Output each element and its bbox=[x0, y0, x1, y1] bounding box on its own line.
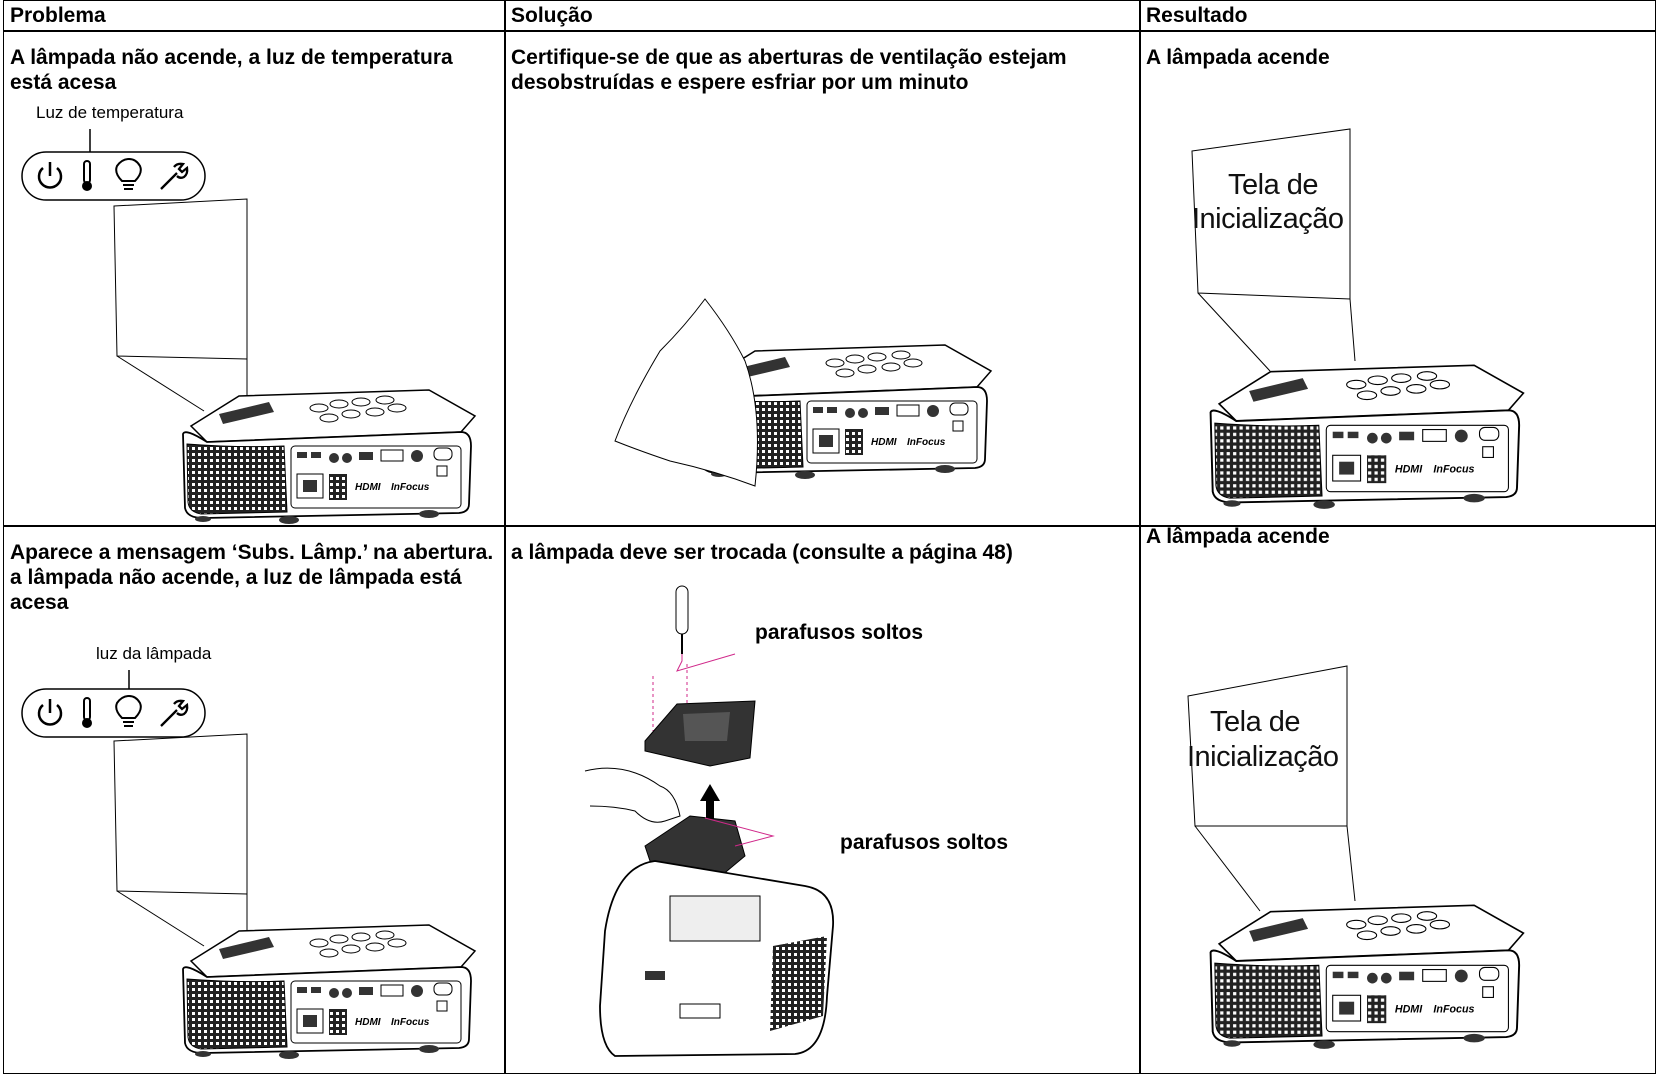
illustration bbox=[21, 129, 476, 525]
header-text: Resultado bbox=[1146, 4, 1248, 27]
header-cell: Problema bbox=[3, 0, 506, 32]
indicator-label: Luz de temperatura bbox=[36, 103, 184, 122]
header-cell: Resultado bbox=[1139, 0, 1656, 32]
illustration bbox=[21, 670, 476, 1060]
illustration bbox=[1187, 665, 1525, 1050]
result-text: A lâmpada acende bbox=[1146, 525, 1330, 548]
header-text: Solução bbox=[511, 4, 593, 27]
result-cell: A lâmpada acende Tela de Inicialização bbox=[1139, 30, 1656, 527]
screen-text: Inicialização bbox=[1192, 203, 1344, 235]
callout: parafusos soltos bbox=[755, 621, 924, 644]
result-cell: A lâmpada acende Tela de Inicialização bbox=[1139, 525, 1656, 1074]
screen-text: Tela de bbox=[1228, 169, 1319, 201]
problem-cell: A lâmpada não acende, a luz de temperatu… bbox=[3, 30, 506, 527]
header-cell: Solução bbox=[504, 0, 1141, 32]
callout: parafusos soltos bbox=[840, 831, 1009, 854]
problem-text: Aparece a mensagem ‘Subs. Lâmp.’ na aber… bbox=[10, 541, 494, 614]
result-text: A lâmpada acende bbox=[1146, 46, 1330, 69]
illustration bbox=[1191, 128, 1525, 510]
solution-cell: a lâmpada deve ser trocada (consulte a p… bbox=[504, 525, 1141, 1074]
indicator-label: luz da lâmpada bbox=[96, 644, 212, 663]
solution-text: Certifique-se de que as aberturas de ven… bbox=[511, 46, 1067, 94]
solution-text: a lâmpada deve ser trocada (consulte a p… bbox=[511, 541, 1013, 564]
illustration bbox=[584, 585, 834, 1057]
solution-cell: Certifique-se de que as aberturas de ven… bbox=[504, 30, 1141, 527]
problem-cell: Aparece a mensagem ‘Subs. Lâmp.’ na aber… bbox=[3, 525, 506, 1074]
illustration bbox=[614, 298, 992, 487]
problem-text: A lâmpada não acende, a luz de temperatu… bbox=[10, 46, 453, 94]
screen-text: Inicialização bbox=[1187, 741, 1339, 773]
header-text: Problema bbox=[10, 4, 106, 27]
screen-text: Tela de bbox=[1210, 706, 1301, 738]
